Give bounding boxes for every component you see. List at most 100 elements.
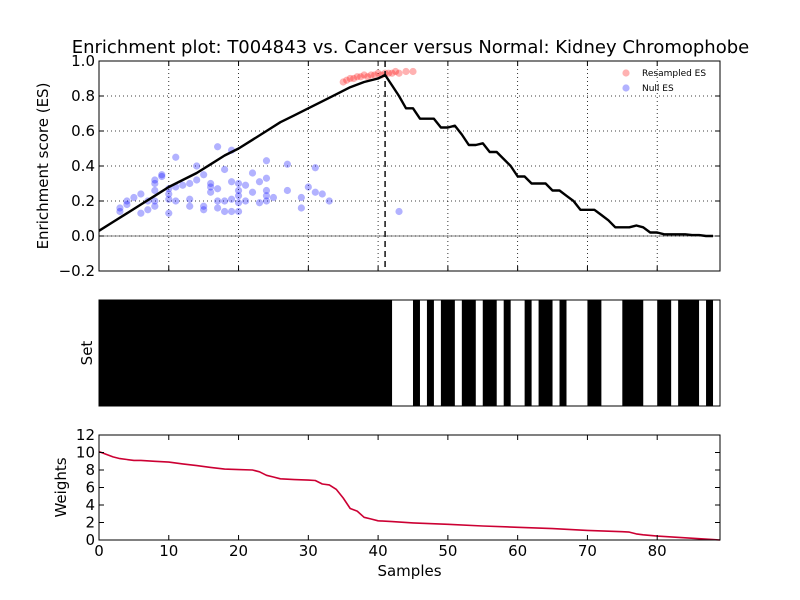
null-es-point bbox=[262, 174, 271, 182]
y-axis-title: Enrichment score (ES) bbox=[34, 83, 52, 250]
null-es-point bbox=[234, 179, 243, 188]
resampled-es-point bbox=[371, 71, 379, 79]
legend-swatch-resampled bbox=[622, 69, 630, 77]
y-tick-label: 0.2 bbox=[71, 192, 95, 210]
null-es-point bbox=[241, 197, 250, 205]
null-es-point bbox=[151, 186, 159, 195]
null-es-point bbox=[262, 157, 271, 165]
null-es-point bbox=[227, 195, 236, 203]
resampled-es-point bbox=[343, 76, 351, 84]
set-member-bar bbox=[503, 300, 511, 406]
x-tick-label: 60 bbox=[508, 542, 527, 560]
set-member-bar bbox=[559, 300, 567, 406]
null-es-point bbox=[214, 143, 222, 151]
x-tick-label: 50 bbox=[438, 542, 457, 560]
null-es-point bbox=[269, 193, 278, 202]
null-es-point bbox=[186, 195, 194, 203]
set-member-bar bbox=[426, 300, 434, 406]
resampled-es-point bbox=[339, 78, 347, 86]
resampled-es-point bbox=[364, 73, 372, 81]
null-es-point bbox=[193, 176, 201, 184]
null-es-point bbox=[262, 197, 271, 205]
null-es-point bbox=[395, 207, 403, 216]
set-member-bar bbox=[706, 300, 714, 406]
null-es-point bbox=[241, 181, 250, 189]
set-member-bar bbox=[461, 300, 476, 406]
resampled-es-point bbox=[367, 71, 375, 79]
resampled-es-point bbox=[350, 74, 358, 83]
null-es-point bbox=[214, 204, 222, 212]
y-tick-label: −0.2 bbox=[59, 262, 95, 280]
null-es-point bbox=[255, 178, 264, 186]
legend-swatch-null bbox=[622, 84, 630, 92]
null-es-point bbox=[207, 179, 215, 188]
null-es-point bbox=[297, 204, 305, 212]
resampled-es-point bbox=[395, 69, 403, 77]
null-es-point bbox=[262, 186, 271, 195]
null-es-point bbox=[255, 199, 264, 207]
null-es-point bbox=[151, 179, 159, 188]
null-es-point bbox=[325, 197, 333, 205]
null-es-point bbox=[234, 199, 243, 207]
null-es-point bbox=[297, 193, 305, 202]
null-es-point bbox=[186, 179, 194, 188]
null-es-point bbox=[318, 190, 326, 198]
y-tick-label: 0.6 bbox=[71, 122, 95, 140]
null-es-point bbox=[227, 207, 236, 216]
resampled-es-point bbox=[346, 74, 354, 83]
set-axes-frame bbox=[98, 299, 721, 407]
null-es-point bbox=[207, 188, 215, 196]
y-tick-label: 0.0 bbox=[71, 227, 95, 245]
x-tick-label: 40 bbox=[369, 542, 388, 560]
null-es-point bbox=[311, 188, 319, 196]
null-es-point bbox=[116, 204, 124, 212]
y-tick-label: 10 bbox=[76, 444, 95, 462]
null-es-point bbox=[304, 183, 312, 191]
null-es-point bbox=[151, 197, 159, 205]
weights-y-axis-title: Weights bbox=[52, 457, 70, 517]
weights-line bbox=[98, 450, 721, 541]
null-es-point bbox=[158, 171, 166, 179]
null-es-point bbox=[137, 209, 145, 217]
set-member-bar bbox=[482, 300, 497, 406]
x-tick-label: 0 bbox=[94, 542, 104, 560]
null-es-point bbox=[165, 195, 173, 203]
legend-label-resampled: Resampled ES bbox=[642, 69, 706, 79]
set-member-bar bbox=[657, 300, 672, 406]
null-es-point bbox=[311, 164, 319, 172]
null-es-point bbox=[248, 188, 257, 196]
null-es-point bbox=[262, 192, 271, 200]
null-es-point bbox=[158, 172, 166, 181]
set-member-bar bbox=[622, 300, 644, 406]
resampled-es-point bbox=[384, 69, 393, 77]
null-es-point bbox=[123, 200, 131, 209]
null-es-point bbox=[123, 197, 131, 205]
resampled-es-point bbox=[391, 67, 400, 76]
x-tick-label: 10 bbox=[159, 542, 178, 560]
null-es-point bbox=[248, 169, 257, 177]
null-es-point bbox=[214, 197, 222, 205]
x-axis-title: Samples bbox=[377, 562, 441, 580]
null-es-point bbox=[200, 202, 208, 210]
set-member-bar bbox=[587, 300, 602, 406]
null-es-point bbox=[283, 160, 291, 168]
y-tick-label: 4 bbox=[85, 496, 95, 514]
null-es-point bbox=[283, 186, 291, 195]
null-es-point bbox=[234, 207, 243, 216]
null-es-point bbox=[220, 197, 229, 205]
y-tick-label: 1.0 bbox=[71, 52, 95, 70]
legend: Resampled ES Null ES bbox=[622, 69, 706, 94]
null-es-point bbox=[227, 178, 236, 186]
null-es-point bbox=[193, 162, 201, 170]
set-member-bar bbox=[524, 300, 532, 406]
y-tick-label: 6 bbox=[85, 479, 95, 497]
enrichment-axes-frame bbox=[98, 60, 721, 272]
resampled-es-point bbox=[388, 69, 396, 77]
set-member-bar bbox=[99, 300, 393, 406]
resampled-es-point bbox=[353, 73, 361, 81]
null-es-point bbox=[207, 183, 215, 191]
null-es-point bbox=[214, 185, 222, 193]
set-member-bar bbox=[538, 300, 553, 406]
